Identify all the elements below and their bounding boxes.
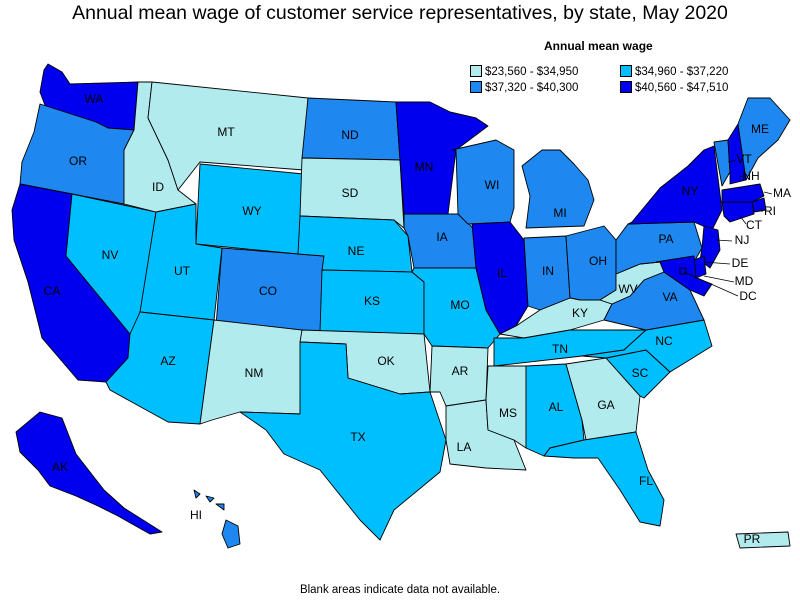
state-label-vt: VT — [736, 152, 752, 166]
state-label-ms: MS — [499, 406, 517, 420]
state-label-pa: PA — [658, 232, 673, 246]
state-label-mo: MO — [450, 298, 469, 312]
state-me — [737, 97, 791, 181]
state-label-il: IL — [497, 266, 507, 280]
state-nh — [727, 123, 747, 185]
state-label-ak: AK — [52, 460, 68, 474]
leader-line-nj — [715, 239, 733, 242]
state-mi — [521, 149, 595, 229]
state-label-md: MD — [735, 274, 754, 288]
state-label-hi: HI — [190, 508, 202, 522]
state-label-tx: TX — [350, 430, 365, 444]
legend-swatch-4 — [620, 81, 632, 93]
state-ny — [627, 145, 723, 231]
state-label-ca: CA — [44, 284, 61, 298]
state-label-dc: DC — [739, 289, 757, 303]
state-label-ut: UT — [174, 264, 191, 278]
state-label-ct: CT — [746, 218, 763, 232]
state-label-ma: MA — [773, 186, 791, 200]
state-pr — [735, 531, 791, 549]
state-label-nd: ND — [341, 128, 359, 142]
state-label-pr: PR — [744, 532, 761, 546]
state-label-nc: NC — [655, 334, 673, 348]
state-tx — [239, 341, 447, 541]
legend-item-4: $40,560 - $47,510 — [620, 81, 728, 94]
state-label-ne: NE — [348, 244, 365, 258]
state-label-nj: NJ — [735, 233, 750, 247]
state-label-me: ME — [751, 122, 769, 136]
state-label-nv: NV — [102, 248, 119, 262]
state-label-ny: NY — [682, 184, 699, 198]
legend-label-2: $34,960 - $37,220 — [635, 66, 729, 78]
state-label-wi: WI — [485, 178, 500, 192]
legend-title: Annual mean wage — [544, 39, 653, 53]
state-dc — [679, 267, 687, 275]
state-label-ar: AR — [452, 364, 469, 378]
state-label-in: IN — [542, 264, 554, 278]
state-nc — [581, 319, 713, 373]
state-label-id: ID — [152, 180, 164, 194]
state-label-de: DE — [732, 256, 749, 270]
state-sd — [299, 157, 405, 229]
legend-swatch-1 — [470, 65, 482, 77]
state-label-wy: WY — [242, 204, 261, 218]
state-label-ga: GA — [597, 398, 614, 412]
state-nj — [699, 225, 721, 269]
state-label-ia: IA — [436, 230, 447, 244]
leader-line-vt — [727, 159, 737, 163]
footnote: Blank areas indicate data not available. — [299, 584, 501, 596]
leader-line-md — [703, 275, 735, 283]
state-label-ok: OK — [377, 354, 394, 368]
state-label-sc: SC — [632, 366, 649, 380]
leader-line-ma — [763, 191, 773, 195]
legend-label-1: $23,560 - $34,950 — [485, 66, 579, 78]
state-label-tn: TN — [552, 342, 568, 356]
state-wi — [451, 139, 515, 225]
state-label-al: AL — [549, 400, 564, 414]
state-mn — [395, 101, 489, 215]
state-label-wa: WA — [85, 92, 104, 106]
state-ak — [15, 411, 163, 535]
state-label-ri: RI — [764, 204, 776, 218]
state-ma — [721, 183, 765, 203]
state-label-wv: WV — [618, 282, 637, 296]
state-label-or: OR — [69, 154, 87, 168]
state-label-nm: NM — [245, 366, 264, 380]
state-fl — [543, 431, 665, 527]
state-label-sd: SD — [342, 186, 359, 200]
state-label-mt: MT — [217, 125, 235, 139]
leader-line-de — [703, 261, 731, 265]
legend-label-3: $37,320 - $40,300 — [485, 82, 579, 94]
state-label-ky: KY — [572, 306, 588, 320]
state-label-mn: MN — [415, 160, 434, 174]
state-label-co: CO — [259, 284, 277, 298]
state-label-mi: MI — [553, 206, 566, 220]
state-hi — [193, 489, 241, 549]
state-md — [655, 255, 713, 297]
legend-swatch-3 — [470, 81, 482, 93]
state-label-la: LA — [457, 440, 472, 454]
legend-item-1: $23,560 - $34,950 — [470, 65, 578, 78]
legend-label-4: $40,560 - $47,510 — [635, 82, 729, 94]
state-label-az: AZ — [160, 354, 175, 368]
leader-line-dc — [683, 271, 739, 297]
legend-swatch-2 — [620, 65, 632, 77]
state-label-va: VA — [662, 290, 677, 304]
state-label-fl: FL — [639, 474, 653, 488]
state-label-nh: NH — [742, 169, 759, 183]
legend-item-3: $37,320 - $40,300 — [470, 81, 578, 94]
state-label-oh: OH — [589, 254, 607, 268]
map-title: Annual mean wage of customer service rep… — [72, 2, 728, 24]
legend-item-2: $34,960 - $37,220 — [620, 65, 728, 78]
leader-line-ct — [739, 215, 747, 225]
leader-line-nh — [739, 175, 743, 178]
state-label-ks: KS — [364, 294, 380, 308]
